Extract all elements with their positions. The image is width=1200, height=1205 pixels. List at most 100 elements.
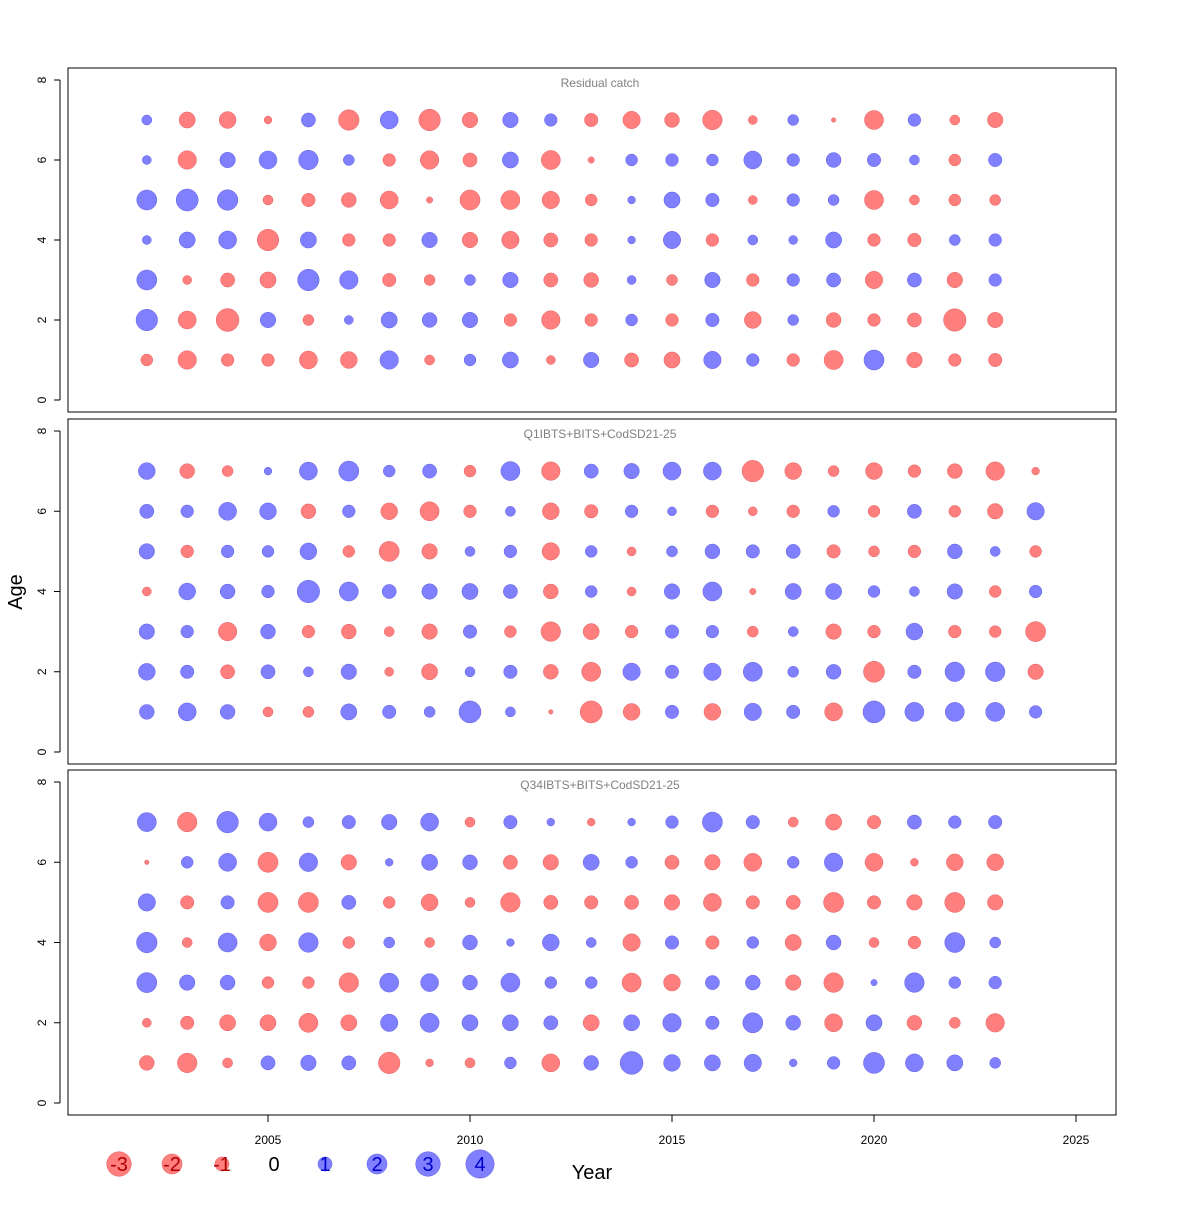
bubble-2012-age-2 bbox=[541, 310, 561, 330]
bubble-2006-age-3 bbox=[297, 268, 320, 292]
bubble-2012-age-1 bbox=[548, 709, 554, 715]
bubble-2014-age-7 bbox=[622, 111, 641, 129]
bubble-2022-age-3 bbox=[948, 625, 962, 639]
bubble-2012-age-5 bbox=[543, 895, 559, 910]
bubble-2016-age-7 bbox=[702, 811, 723, 833]
bubble-2011-age-3 bbox=[504, 625, 517, 638]
bubble-2010-age-7 bbox=[464, 816, 476, 828]
bubble-2012-age-6 bbox=[542, 502, 560, 520]
bubble-2015-age-5 bbox=[666, 545, 678, 558]
bubble-2015-age-1 bbox=[665, 704, 679, 719]
bubble-2018-age-4 bbox=[788, 235, 798, 245]
bubble-2018-age-7 bbox=[787, 816, 799, 828]
bubble-2011-age-2 bbox=[502, 1014, 519, 1032]
bubble-2020-age-4 bbox=[868, 937, 880, 948]
bubble-2014-age-3 bbox=[621, 972, 642, 993]
bubble-2022-age-1 bbox=[945, 702, 965, 722]
bubble-2009-age-2 bbox=[419, 1013, 440, 1033]
bubble-2020-age-2 bbox=[867, 313, 881, 327]
bubble-2006-age-2 bbox=[303, 666, 314, 678]
bubble-2006-age-7 bbox=[299, 461, 318, 481]
bubble-2013-age-6 bbox=[584, 504, 599, 519]
bubble-2021-age-6 bbox=[909, 154, 920, 166]
bubble-2021-age-1 bbox=[904, 702, 925, 722]
bubble-2023-age-1 bbox=[988, 353, 1003, 367]
bubble-2008-age-5 bbox=[379, 190, 399, 210]
bubble-2007-age-4 bbox=[342, 233, 356, 247]
bubble-2019-age-6 bbox=[827, 505, 840, 518]
bubble-2024-age-5 bbox=[1029, 545, 1042, 558]
bubble-2021-age-4 bbox=[909, 586, 920, 597]
bubble-2004-age-5 bbox=[220, 895, 235, 910]
bubble-2014-age-6 bbox=[625, 856, 638, 869]
bubble-2012-age-5 bbox=[541, 191, 560, 209]
bubble-2021-age-6 bbox=[907, 503, 922, 519]
y-tick-label: 6 bbox=[35, 156, 49, 163]
bubble-2010-age-4 bbox=[462, 934, 478, 951]
bubble-2008-age-2 bbox=[380, 1013, 399, 1032]
bubble-2015-age-2 bbox=[662, 1013, 682, 1033]
bubble-2012-age-1 bbox=[541, 1053, 561, 1073]
bubble-2015-age-7 bbox=[664, 112, 680, 128]
bubble-2002-age-7 bbox=[141, 114, 153, 126]
bubble-2011-age-2 bbox=[503, 664, 518, 679]
bubble-2012-age-4 bbox=[543, 583, 559, 600]
bubble-2014-age-3 bbox=[626, 275, 637, 285]
bubble-2002-age-5 bbox=[138, 543, 155, 560]
bubble-2007-age-7 bbox=[338, 460, 360, 482]
bubble-2007-age-4 bbox=[342, 936, 355, 949]
bubble-2004-age-2 bbox=[220, 664, 235, 680]
bubble-2007-age-2 bbox=[344, 315, 354, 325]
bubble-2004-age-3 bbox=[220, 272, 235, 288]
bubble-2003-age-7 bbox=[178, 111, 196, 129]
bubble-2019-age-4 bbox=[825, 583, 842, 600]
bubble-2007-age-6 bbox=[340, 854, 357, 871]
bubble-2023-age-4 bbox=[988, 233, 1002, 247]
bubble-2023-age-6 bbox=[987, 503, 1004, 520]
bubble-2006-age-7 bbox=[302, 816, 315, 828]
bubble-2002-age-6 bbox=[139, 503, 155, 519]
bubble-2009-age-4 bbox=[421, 231, 438, 249]
bubble-2009-age-4 bbox=[424, 937, 435, 948]
bubble-2016-age-4 bbox=[702, 581, 723, 602]
bubble-2022-age-6 bbox=[946, 853, 964, 871]
bubble-2003-age-1 bbox=[177, 350, 197, 370]
bubble-2010-age-1 bbox=[464, 1057, 476, 1069]
bubble-2022-age-3 bbox=[948, 976, 961, 989]
bubble-2011-age-5 bbox=[500, 190, 521, 210]
bubble-2012-age-6 bbox=[542, 854, 559, 871]
bubble-2004-age-7 bbox=[221, 465, 234, 477]
bubble-2022-age-7 bbox=[949, 114, 961, 126]
bubble-2019-age-5 bbox=[823, 892, 844, 913]
bubble-2011-age-7 bbox=[500, 461, 521, 481]
bubble-2023-age-5 bbox=[987, 894, 1004, 911]
bubble-2010-age-6 bbox=[462, 854, 478, 870]
bubble-2018-age-4 bbox=[784, 583, 802, 600]
y-tick-label: 4 bbox=[35, 939, 49, 946]
bubble-2003-age-2 bbox=[180, 1015, 195, 1030]
bubble-2009-age-2 bbox=[421, 312, 438, 328]
bubble-2019-age-1 bbox=[827, 1056, 841, 1070]
bubble-2003-age-5 bbox=[180, 895, 195, 910]
bubble-2016-age-4 bbox=[705, 935, 720, 950]
bubble-2008-age-5 bbox=[378, 541, 400, 562]
bubble-2019-age-5 bbox=[826, 544, 841, 559]
bubble-2015-age-7 bbox=[662, 461, 682, 481]
bubble-2008-age-6 bbox=[385, 858, 394, 867]
panel-3: Q34IBTS+BITS+CodSD21-25 0 2 4 6 8 bbox=[35, 769, 1117, 1116]
bubble-2021-age-7 bbox=[907, 814, 922, 830]
bubble-2006-age-4 bbox=[296, 580, 320, 603]
bubble-2007-age-1 bbox=[340, 703, 358, 721]
bubble-2017-age-2 bbox=[742, 1012, 764, 1034]
bubble-2022-age-2 bbox=[943, 308, 967, 332]
bubble-2017-age-5 bbox=[745, 895, 760, 910]
bubble-2007-age-3 bbox=[341, 623, 357, 640]
bubble-2003-age-2 bbox=[180, 664, 195, 679]
bubble-2010-age-5 bbox=[459, 189, 481, 211]
bubble-2010-age-4 bbox=[461, 231, 479, 249]
bubble-2005-age-4 bbox=[261, 584, 275, 599]
bubble-2020-age-7 bbox=[865, 462, 883, 480]
bubble-2020-age-6 bbox=[867, 153, 881, 167]
